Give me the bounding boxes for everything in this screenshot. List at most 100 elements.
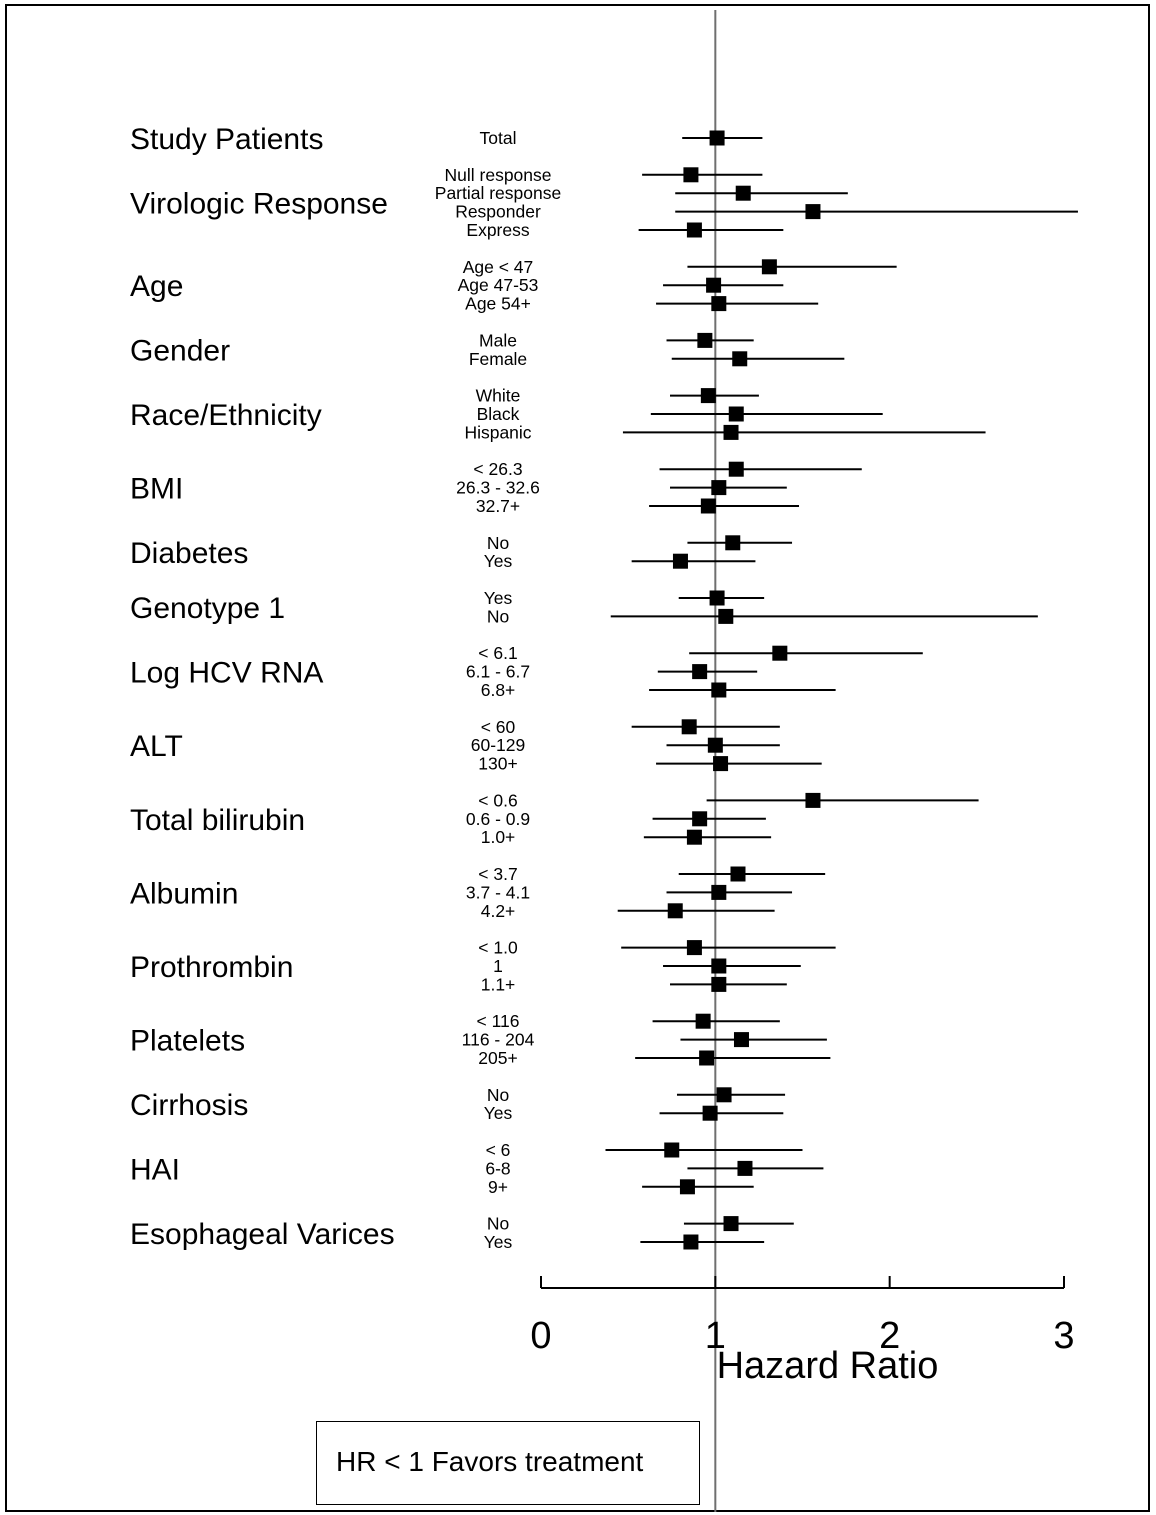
hazard-ratio-marker [702, 1105, 718, 1121]
row-label: Yes [484, 1232, 513, 1252]
hazard-ratio-marker [695, 1013, 711, 1029]
hazard-ratio-marker [718, 608, 734, 624]
row-label: 205+ [478, 1048, 517, 1068]
row-label: Express [466, 220, 529, 240]
group-label-gender: Gender [130, 335, 230, 368]
row-label: No [487, 533, 509, 553]
note-text: HR < 1 Favors treatment [336, 1446, 644, 1477]
row-label: 60-129 [471, 735, 526, 755]
group-label-bmi: BMI [130, 473, 183, 506]
hazard-ratio-marker [686, 222, 702, 238]
row-label: 1.1+ [481, 974, 516, 994]
hazard-ratio-marker [707, 737, 723, 753]
row-label: Black [477, 404, 520, 424]
x-axis: 0 1 2 3 Hazard Ratio [530, 1276, 1075, 1387]
hazard-ratio-marker [728, 406, 744, 422]
hazard-ratio-marker [728, 461, 744, 477]
note-box [316, 1421, 700, 1505]
hazard-ratio-marker [805, 792, 821, 808]
row-label: 0.6 - 0.9 [466, 809, 530, 829]
hazard-ratio-marker [725, 535, 741, 551]
group-label-diabetes: Diabetes [130, 537, 248, 570]
hazard-ratio-marker [772, 645, 788, 661]
hazard-ratio-marker [723, 424, 739, 440]
group-label-total-bilirubin: Total bilirubin [130, 804, 305, 837]
row-label: 116 - 204 [462, 1030, 535, 1050]
hazard-ratio-marker [730, 866, 746, 882]
hazard-ratio-marker [667, 903, 683, 919]
row-label: Responder [455, 202, 541, 222]
row-label: < 116 [477, 1011, 520, 1031]
hazard-ratio-marker [723, 1216, 739, 1232]
estimate-marks [605, 130, 1078, 1250]
group-label-age: Age [130, 270, 183, 303]
row-label: 32.7+ [476, 496, 520, 516]
row-label: 6.1 - 6.7 [466, 662, 530, 682]
group-label-cirrhosis: Cirrhosis [130, 1089, 248, 1122]
hazard-ratio-marker [700, 388, 716, 404]
group-label-genotype-1: Genotype 1 [130, 592, 285, 625]
row-label: < 0.6 [478, 790, 517, 810]
group-label-hai: HAI [130, 1153, 180, 1186]
row-label: Age < 47 [463, 257, 534, 277]
row-label: < 26.3 [473, 459, 522, 479]
row-label: < 6.1 [478, 643, 517, 663]
row-label: 4.2+ [481, 901, 516, 921]
hazard-ratio-marker [732, 351, 748, 367]
row-label: 130+ [478, 754, 517, 774]
hazard-ratio-marker [761, 259, 777, 275]
row-label: Yes [484, 1103, 513, 1123]
row-label: Female [469, 349, 527, 369]
row-label: No [487, 606, 509, 626]
hazard-ratio-marker [686, 829, 702, 845]
group-label-esophageal-varices: Esophageal Varices [130, 1218, 395, 1251]
row-label: Yes [484, 551, 513, 571]
hazard-ratio-marker [733, 1032, 749, 1048]
hazard-ratio-marker [709, 130, 725, 146]
hazard-ratio-marker [711, 976, 727, 992]
x-tick-label: 2 [879, 1315, 900, 1357]
row-label: Age 47-53 [458, 275, 539, 295]
hazard-ratio-marker [683, 1234, 699, 1250]
row-label: Male [479, 330, 517, 350]
hazard-ratio-marker [706, 277, 722, 293]
group-label-platelets: Platelets [130, 1025, 245, 1058]
group-label-prothrombin: Prothrombin [130, 951, 293, 984]
hazard-ratio-marker [672, 553, 688, 569]
row-label: 6.8+ [481, 680, 516, 700]
group-label-albumin: Albumin [130, 877, 238, 910]
group-label-race-ethnicity: Race/Ethnicity [130, 399, 322, 432]
hazard-ratio-marker [805, 204, 821, 220]
group-label-alt: ALT [130, 730, 183, 763]
hazard-ratio-marker [709, 590, 725, 606]
hazard-ratio-marker [697, 332, 713, 348]
row-label: Total [480, 128, 517, 148]
group-label-virologic-response: Virologic Response [130, 187, 388, 220]
hazard-ratio-marker [711, 480, 727, 496]
hazard-ratio-marker [683, 167, 699, 183]
row-label: Hispanic [464, 422, 531, 442]
hazard-ratio-marker [711, 682, 727, 698]
row-label: Null response [445, 165, 552, 185]
row-label: 1.0+ [481, 827, 516, 847]
hazard-ratio-marker [699, 1050, 715, 1066]
row-label: 1 [493, 956, 503, 976]
row-label: Yes [484, 588, 513, 608]
row-label: < 6 [486, 1140, 511, 1160]
x-axis-ticks: 0 1 2 3 [530, 1276, 1075, 1357]
hazard-ratio-marker [737, 1160, 753, 1176]
x-tick-label: 1 [705, 1315, 726, 1357]
group-label-log-hcv-rna: Log HCV RNA [130, 657, 323, 690]
row-label: White [476, 386, 521, 406]
hazard-ratio-marker [686, 940, 702, 956]
row-label: Partial response [435, 183, 561, 203]
hazard-ratio-marker [711, 958, 727, 974]
row-label: < 3.7 [478, 864, 517, 884]
row-label: No [487, 1214, 509, 1234]
row-label: No [487, 1085, 509, 1105]
hazard-ratio-marker [700, 498, 716, 514]
hazard-ratio-marker [681, 719, 697, 735]
row-label: 26.3 - 32.6 [456, 478, 540, 498]
hazard-ratio-marker [679, 1179, 695, 1195]
